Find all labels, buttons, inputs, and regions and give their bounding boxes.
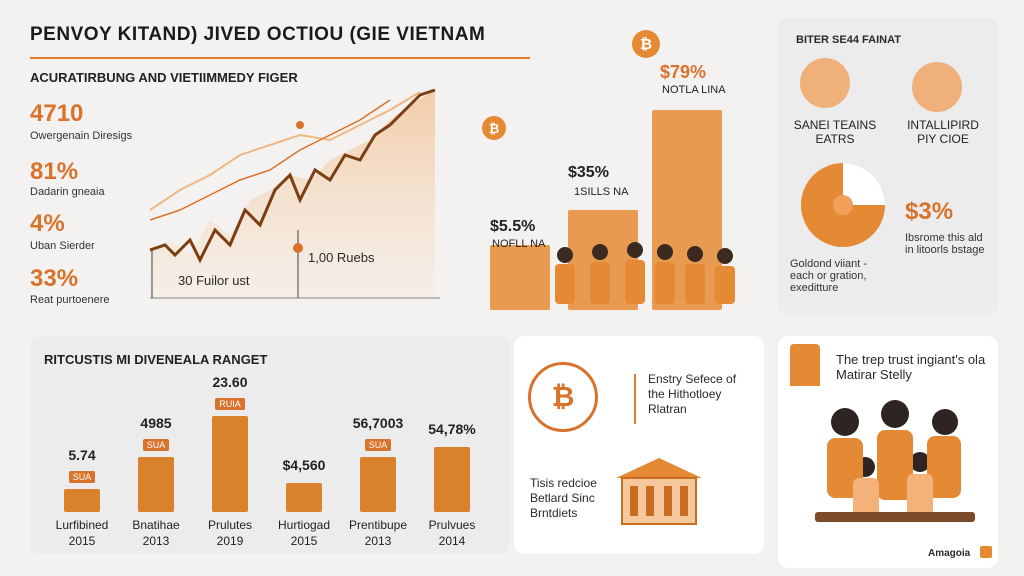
badge-text: SUA (142, 439, 170, 451)
top-bar-label: 1SILLS NA (574, 186, 629, 198)
bottom-bar-category: Bnatihae (132, 518, 180, 532)
bitcoin-icon: ₿ (632, 30, 660, 58)
badge-text: SUA (68, 471, 96, 483)
chart-annotation-left: 30 Fuilor ust (178, 273, 250, 288)
bottom-bar-year: 2013 (364, 534, 392, 548)
bottom-mid-text: Tisis redcioe Betlard Sinc Brntdiets (530, 476, 597, 520)
bottom-bar-category: Prulvues (428, 518, 476, 532)
stat-value: 4710 (30, 100, 84, 127)
bottom-bar-badge: SUA (360, 435, 396, 453)
bottom-chart-panel (30, 336, 510, 554)
bottom-bar (434, 447, 470, 512)
bottom-right-text: The trep trust ingiant's ola Matirar Ste… (836, 352, 986, 382)
device-icon (800, 58, 850, 108)
stat-label: Reat purtoenere (30, 294, 110, 306)
pie-label: Goldond viiant - each or gration, exedit… (790, 258, 868, 294)
page-subtitle: ACURATIRBUNG AND VIETIIMMEDY FIGER (30, 70, 298, 85)
bottom-bar (212, 416, 248, 512)
chart-marker (296, 121, 304, 129)
top-bar-label: NOTLA LINA (662, 84, 726, 96)
stat-value: 33% (30, 265, 79, 292)
bottom-bar-value: 56,7003 (352, 415, 404, 431)
bitcoin-icon: ₿ (482, 116, 506, 140)
bottom-bar-badge: SUA (138, 435, 174, 453)
series-line-secondary (149, 91, 421, 211)
bottom-bar (360, 457, 396, 512)
top-bar-value: $5.5% (490, 218, 536, 235)
stat-label: Dadarin gneaia (30, 186, 105, 198)
bottom-bar (138, 457, 174, 512)
chart-area (150, 90, 435, 298)
stat-value: 81% (30, 158, 79, 185)
badge-text: RUIA (215, 398, 245, 410)
bottom-mid-text: Enstry Sefece of the Hithotloey Rlatran (648, 372, 737, 416)
brand-name: Amagoia (928, 548, 971, 559)
pie-chart (801, 163, 885, 247)
mid-divider (634, 374, 636, 424)
bottom-bar-year: 2015 (68, 534, 96, 548)
bitcoin-icon: ₿ (528, 362, 598, 432)
people-illustration (555, 242, 735, 304)
chart-annotation-right: 1,00 Ruebs (308, 250, 375, 265)
bottom-bar-value: 5.74 (68, 447, 96, 463)
bottom-bar-year: 2019 (216, 534, 244, 548)
bottom-bar-value: 4985 (140, 415, 172, 431)
right-item-label: SANEI TEAINS EATRS (793, 118, 877, 146)
bottom-bar-value: 23.60 (212, 374, 248, 390)
bottom-bar-value: 54,78% (428, 421, 476, 437)
bottom-bar-year: 2013 (142, 534, 170, 548)
stat-label: Owergenain Diresigs (30, 130, 133, 142)
bottom-bar-category: Prulutes (207, 518, 253, 532)
page-title: PENVOY KITAND) JIVED OCTIOU (GIE VIETNAM (30, 24, 486, 45)
right-top-title: BITER SE44 FAINAT (796, 34, 901, 46)
building-icon (616, 458, 702, 525)
family-illustration (815, 400, 975, 522)
bottom-bar-year: 2014 (438, 534, 466, 548)
pie-description: Ibsrome this ald in litoorls bstage (905, 232, 985, 256)
bottom-bar (64, 489, 100, 512)
bottom-chart-title: RITCUSTIS MI DIVENEALA RANGET (44, 352, 268, 367)
title-underline (30, 57, 530, 59)
tablet-icon (912, 62, 962, 112)
series-line-main (149, 88, 436, 264)
bottom-bar (286, 483, 322, 512)
top-bar-label: NOFLL NA (492, 238, 546, 250)
stat-label: Uban Sierder (30, 240, 95, 252)
top-bar-value: $79% (660, 62, 707, 82)
bottom-bar-value: $4,560 (282, 457, 326, 473)
bottom-bar-category: Prentibupe (348, 518, 408, 532)
badge-text: SUA (364, 439, 392, 451)
series-line-tertiary (149, 99, 391, 221)
mascot-icon (790, 344, 820, 386)
right-item-label: INTALLIPIRD PIY CIOE (907, 118, 979, 146)
top-bar-1 (490, 245, 550, 310)
bottom-bar-category: Lurfibined (55, 518, 109, 532)
bottom-bar-year: 2015 (290, 534, 318, 548)
bottom-bar-badge: SUA (64, 467, 100, 485)
line-chart (149, 88, 440, 299)
stat-value: 4% (30, 210, 65, 237)
top-bar-value: $35% (568, 164, 609, 181)
bottom-bar-badge: RUIA (212, 394, 248, 412)
bottom-bar-category: Hurtiogad (277, 518, 331, 532)
pie-value: $3% (905, 198, 954, 225)
chart-marker (293, 243, 303, 253)
brand-logo-icon (980, 546, 992, 558)
